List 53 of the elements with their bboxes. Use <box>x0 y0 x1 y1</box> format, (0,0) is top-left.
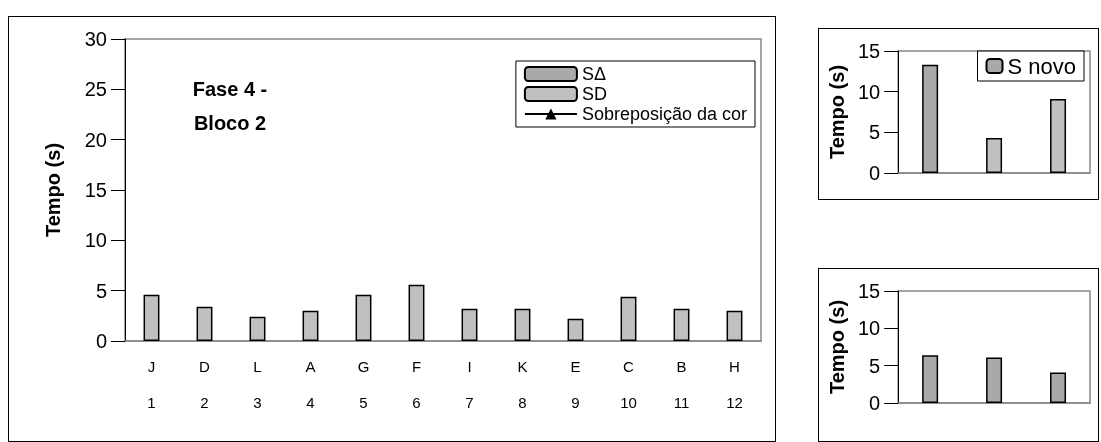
bar <box>355 294 372 341</box>
bar <box>922 64 939 173</box>
category-label: H 12 <box>726 357 743 411</box>
bar <box>986 357 1003 403</box>
bar <box>514 308 531 341</box>
category-label: J 1 <box>147 357 156 411</box>
y-tick-label: 25 <box>84 78 107 101</box>
bar <box>673 308 690 341</box>
category-label: L 3 <box>253 357 262 411</box>
text: Fase 4 - Bloco 2 <box>192 78 268 134</box>
y-axis-title: Tempo (s) <box>826 299 848 395</box>
legend-label: S novo <box>1007 53 1077 79</box>
y-tick-label: 30 <box>84 28 107 50</box>
bar <box>249 316 266 341</box>
y-tick-label: 20 <box>84 128 107 151</box>
bar <box>408 284 425 341</box>
bar <box>302 310 319 341</box>
bar <box>1050 98 1067 173</box>
y-tick-label: 10 <box>857 317 881 340</box>
y-tick-label: 10 <box>857 80 881 103</box>
bar <box>567 318 584 341</box>
category-label: E 9 <box>570 357 581 411</box>
legend-label: SD <box>581 84 607 104</box>
y-tick-label: 15 <box>857 280 881 302</box>
legend-label: Sobreposição da cor <box>581 104 748 124</box>
y-tick-label: 0 <box>869 392 881 414</box>
y-tick-label: 0 <box>869 162 881 184</box>
y-axis-title: Tempo (s) <box>826 64 848 160</box>
category-label: B 11 <box>673 357 690 411</box>
y-tick-label: 5 <box>95 279 107 302</box>
bar <box>461 308 478 341</box>
category-label: A 4 <box>305 357 316 411</box>
bar <box>922 355 939 403</box>
y-tick-label: 0 <box>95 330 107 352</box>
y-axis-title: Tempo (s) <box>42 142 64 238</box>
category-label: G 5 <box>357 357 370 411</box>
legend-label: SΔ <box>581 64 606 84</box>
y-tick-label: 5 <box>869 354 881 377</box>
y-tick-label: 15 <box>857 40 881 62</box>
category-label: D 2 <box>199 357 210 411</box>
category-label: F 6 <box>411 357 422 411</box>
bar <box>986 138 1003 173</box>
y-tick-label: 10 <box>84 229 107 252</box>
y-tick-label: 5 <box>869 121 881 144</box>
category-label: I 7 <box>465 357 474 411</box>
category-label: C 10 <box>620 357 637 411</box>
bar <box>620 296 637 341</box>
bar <box>1050 372 1067 403</box>
y-tick-label: 15 <box>84 179 107 201</box>
category-label: K 8 <box>517 357 528 411</box>
bar <box>143 294 160 341</box>
bar <box>726 310 743 341</box>
bar <box>196 306 213 341</box>
